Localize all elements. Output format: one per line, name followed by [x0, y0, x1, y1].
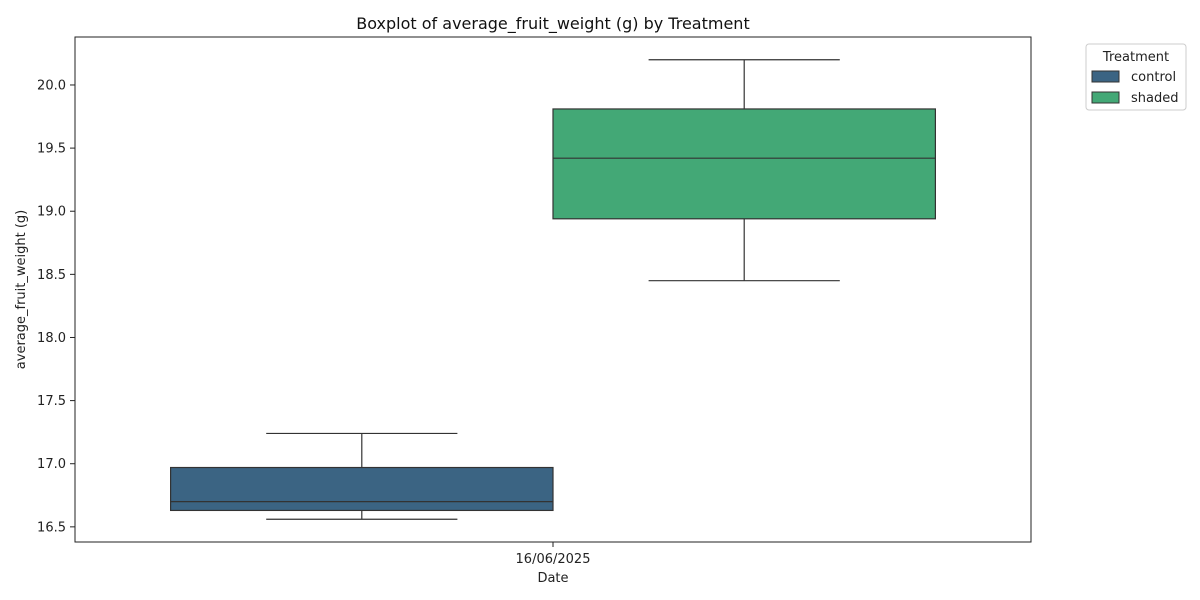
x-axis: 16/06/2025: [516, 542, 591, 567]
legend-label-control: control: [1131, 70, 1176, 85]
x-axis-label: Date: [537, 571, 568, 586]
y-tick-label: 18.5: [37, 268, 66, 283]
y-tick-label: 20.0: [37, 78, 66, 93]
legend-swatch-shaded: [1091, 91, 1120, 104]
legend-label-shaded: shaded: [1131, 91, 1178, 106]
y-axis-label: average_fruit_weight (g): [14, 210, 29, 369]
y-tick-label: 16.5: [37, 520, 66, 535]
y-tick-label: 17.0: [37, 457, 66, 472]
y-tick-label: 19.5: [37, 142, 66, 157]
y-axis: 16.5 17.0 17.5 18.0 18.5 19.0 19.5 20.0: [37, 78, 75, 535]
box-shaded: [552, 108, 936, 220]
plot-boxes: [170, 59, 936, 520]
legend-title: Treatment: [1102, 50, 1169, 65]
legend: Treatment control shaded: [1085, 43, 1187, 111]
y-tick-label: 19.0: [37, 205, 66, 220]
box-control: [170, 466, 554, 512]
x-tick-label: 16/06/2025: [516, 552, 591, 567]
y-tick-label: 17.5: [37, 394, 66, 409]
legend-swatch-control: [1091, 70, 1120, 83]
y-tick-label: 18.0: [37, 331, 66, 346]
chart-title: Boxplot of average_fruit_weight (g) by T…: [356, 14, 749, 34]
